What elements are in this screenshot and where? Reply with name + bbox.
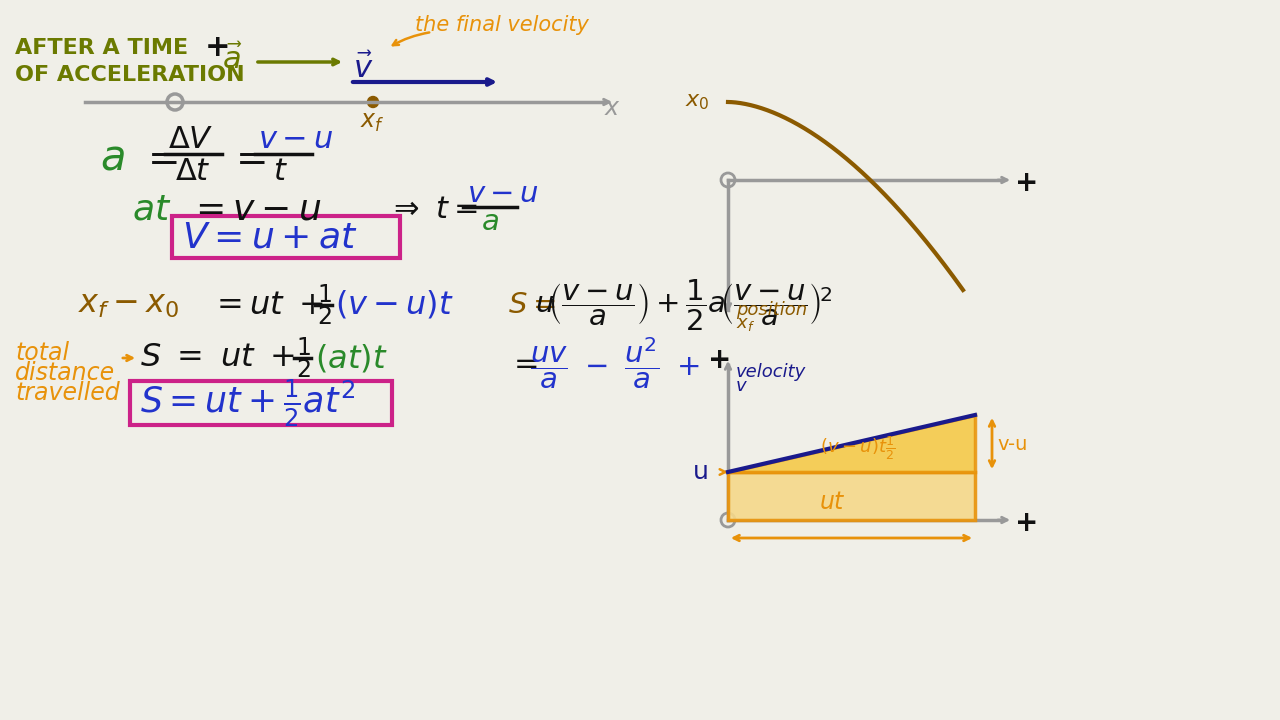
Text: $S = ut + \frac{1}{2}at^2$: $S = ut + \frac{1}{2}at^2$ <box>140 377 355 428</box>
Text: $=$: $=$ <box>140 139 178 177</box>
Text: $v-u$: $v-u$ <box>259 125 334 155</box>
Text: $a$: $a$ <box>100 137 124 179</box>
Bar <box>728 472 975 520</box>
Text: ut: ut <box>820 490 845 514</box>
Text: $at$: $at$ <box>132 193 172 227</box>
Text: $=$: $=$ <box>508 348 539 377</box>
Text: $S=$: $S=$ <box>508 291 556 319</box>
Text: $\vec{v}$: $\vec{v}$ <box>353 53 374 84</box>
Text: $u\!\left(\dfrac{v-u}{a}\right) + \dfrac{1}{2}a\!\left(\dfrac{v-u}{a}\right)^{\!: $u\!\left(\dfrac{v-u}{a}\right) + \dfrac… <box>535 277 832 333</box>
Text: $(at)t$: $(at)t$ <box>315 342 388 374</box>
Text: $\vec{a}$: $\vec{a}$ <box>221 43 242 74</box>
Text: v: v <box>736 377 746 395</box>
Text: $x_f$: $x_f$ <box>360 110 384 134</box>
Text: travelled: travelled <box>15 381 120 405</box>
Bar <box>131 381 392 425</box>
Text: $2$: $2$ <box>296 358 311 382</box>
Text: total: total <box>15 341 69 365</box>
Text: +: + <box>205 34 230 63</box>
Text: +: + <box>1015 509 1038 537</box>
Text: $S\ =\ ut\ +$: $S\ =\ ut\ +$ <box>140 343 296 374</box>
Text: $\Delta t$: $\Delta t$ <box>175 158 211 186</box>
Text: $= ut\ +$: $= ut\ +$ <box>210 289 324 320</box>
Text: $\Rightarrow\ t=$: $\Rightarrow\ t=$ <box>388 196 477 225</box>
Text: +: + <box>708 346 731 374</box>
Text: $x_0$: $x_0$ <box>685 92 709 112</box>
Text: $= v - u$: $= v - u$ <box>188 193 321 227</box>
Text: x: x <box>605 96 620 120</box>
Text: distance: distance <box>15 361 115 385</box>
Text: AFTER A TIME: AFTER A TIME <box>15 38 188 58</box>
Text: $2$: $2$ <box>317 305 332 329</box>
Polygon shape <box>728 415 975 472</box>
Text: $x_f$: $x_f$ <box>736 315 755 333</box>
Text: OF ACCELERATION: OF ACCELERATION <box>15 65 244 85</box>
Text: v-u: v-u <box>997 434 1028 454</box>
Bar <box>172 216 399 258</box>
Text: the final velocity: the final velocity <box>415 15 589 35</box>
Text: u: u <box>692 460 709 484</box>
Text: velocity: velocity <box>736 363 806 381</box>
Text: $t$: $t$ <box>273 158 288 186</box>
Text: $\dfrac{uv}{a}\ -\ \dfrac{u^2}{a}\ +\ $: $\dfrac{uv}{a}\ -\ \dfrac{u^2}{a}\ +\ $ <box>530 336 700 390</box>
Text: $\Delta V$: $\Delta V$ <box>168 125 214 155</box>
Text: $v-u$: $v-u$ <box>467 180 539 208</box>
Text: $1$: $1$ <box>317 283 332 307</box>
Text: $(v-u)t$: $(v-u)t$ <box>335 289 454 321</box>
Text: $a$: $a$ <box>481 208 499 236</box>
Circle shape <box>367 96 379 107</box>
Text: $(v-u)t\frac{1}{2}$: $(v-u)t\frac{1}{2}$ <box>820 434 895 462</box>
Text: $V = u + at$: $V = u + at$ <box>182 220 357 254</box>
Text: position: position <box>736 301 808 319</box>
Text: +: + <box>1015 169 1038 197</box>
Text: $1$: $1$ <box>296 336 311 360</box>
Text: $=$: $=$ <box>228 139 266 177</box>
Text: $x_f - x_0$: $x_f - x_0$ <box>78 289 179 320</box>
